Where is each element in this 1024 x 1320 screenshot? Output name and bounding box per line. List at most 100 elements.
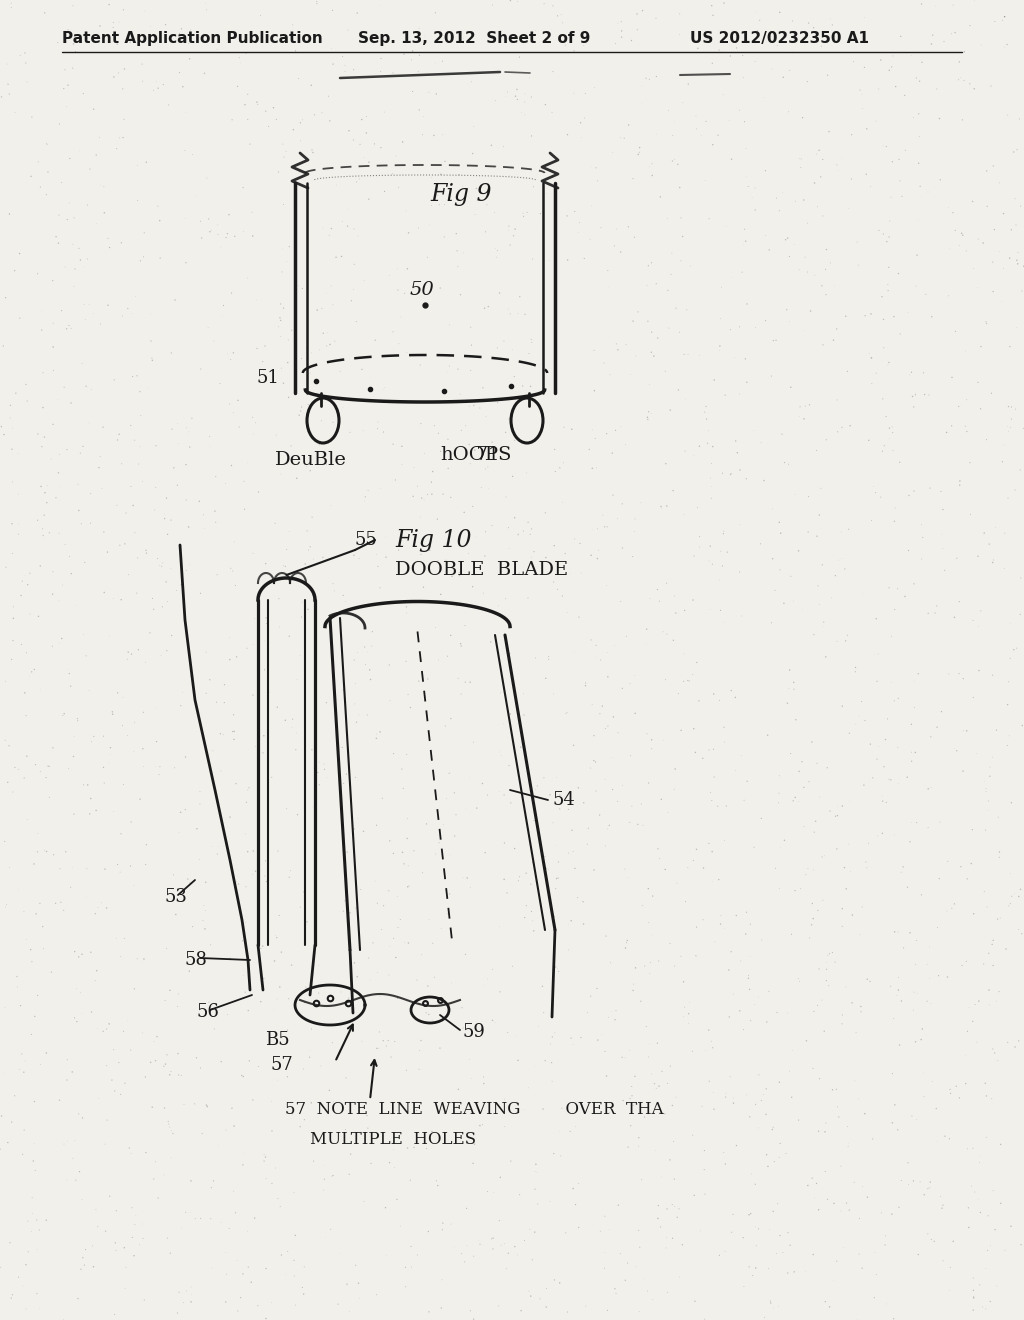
Point	[691, 690, 708, 711]
Point	[449, 223, 465, 244]
Point	[398, 201, 415, 222]
Point	[88, 800, 104, 821]
Point	[131, 1234, 147, 1255]
Point	[240, 268, 256, 289]
Point	[250, 1295, 266, 1316]
Point	[83, 379, 99, 400]
Point	[906, 671, 923, 692]
Point	[739, 293, 756, 314]
Point	[902, 832, 919, 853]
Point	[857, 305, 873, 326]
Point	[245, 226, 261, 247]
Point	[731, 1001, 748, 1022]
Point	[229, 1300, 246, 1320]
Point	[651, 590, 668, 611]
Point	[501, 215, 517, 236]
Point	[757, 160, 773, 181]
Point	[907, 954, 924, 975]
Point	[808, 1173, 824, 1195]
Point	[67, 259, 83, 280]
Point	[382, 830, 398, 851]
Point	[698, 29, 715, 50]
Point	[507, 219, 523, 240]
Point	[713, 913, 729, 935]
Point	[1009, 638, 1024, 659]
Point	[133, 405, 150, 426]
Point	[342, 903, 358, 924]
Point	[727, 347, 743, 368]
Point	[659, 1282, 676, 1303]
Point	[777, 230, 794, 251]
Point	[498, 486, 514, 507]
Point	[523, 331, 540, 352]
Point	[258, 100, 274, 121]
Point	[357, 998, 374, 1019]
Point	[1002, 648, 1019, 669]
Point	[430, 550, 446, 572]
Point	[126, 875, 142, 896]
Point	[509, 0, 525, 12]
Point	[109, 139, 125, 160]
Point	[96, 772, 113, 793]
Point	[814, 206, 830, 227]
Point	[510, 1049, 526, 1071]
Point	[765, 1117, 781, 1138]
Point	[415, 862, 431, 883]
Point	[952, 857, 969, 878]
Point	[509, 79, 525, 100]
Point	[934, 1197, 950, 1218]
Point	[244, 865, 260, 886]
Point	[763, 612, 779, 634]
Point	[765, 548, 781, 569]
Point	[931, 965, 947, 986]
Point	[597, 1205, 613, 1226]
Point	[962, 451, 978, 473]
Point	[123, 414, 139, 436]
Point	[616, 1047, 633, 1068]
Point	[600, 277, 616, 298]
Point	[693, 125, 710, 147]
Point	[856, 775, 872, 796]
Point	[552, 1272, 568, 1294]
Point	[452, 565, 468, 586]
Point	[995, 259, 1012, 280]
Point	[157, 508, 173, 529]
Point	[29, 1209, 45, 1230]
Point	[731, 561, 748, 582]
Point	[653, 498, 670, 519]
Point	[73, 1003, 89, 1024]
Point	[906, 573, 923, 594]
Point	[370, 892, 386, 913]
Point	[663, 400, 679, 421]
Point	[658, 623, 675, 644]
Text: Fig 9: Fig 9	[430, 183, 492, 206]
Point	[515, 203, 531, 224]
Point	[132, 251, 148, 272]
Point	[586, 339, 602, 360]
Point	[411, 1059, 427, 1080]
Point	[612, 1243, 629, 1265]
Point	[733, 746, 750, 767]
Point	[630, 814, 646, 836]
Point	[288, 739, 304, 760]
Point	[597, 836, 613, 857]
Point	[529, 775, 546, 796]
Point	[280, 453, 296, 474]
Point	[318, 335, 335, 356]
Point	[840, 624, 856, 645]
Point	[703, 789, 720, 810]
Point	[792, 405, 808, 426]
Point	[507, 1236, 523, 1257]
Point	[122, 32, 138, 53]
Point	[171, 822, 187, 843]
Point	[959, 1138, 976, 1159]
Point	[784, 1040, 801, 1061]
Point	[976, 953, 992, 974]
Point	[979, 800, 995, 821]
Point	[215, 294, 231, 315]
Point	[117, 58, 133, 79]
Point	[446, 825, 463, 846]
Point	[876, 337, 892, 358]
Point	[252, 5, 268, 26]
Point	[404, 41, 421, 62]
